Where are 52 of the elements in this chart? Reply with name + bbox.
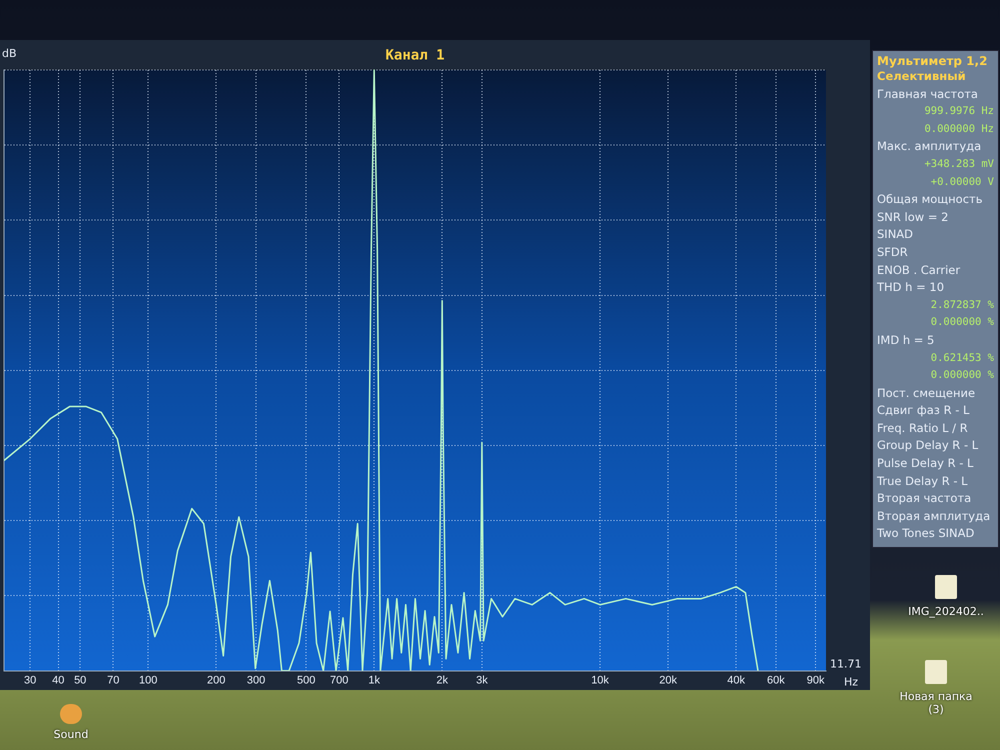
text: Freq. Ratio L / R xyxy=(877,420,969,437)
x-tick-label: 10k xyxy=(591,674,610,686)
text: 11.71 xyxy=(830,658,862,671)
x-tick-label: 70 xyxy=(107,674,120,686)
text: IMG_202402.. xyxy=(907,605,985,618)
text: 0.000000 % xyxy=(930,368,994,384)
x-tick-label: 40 xyxy=(52,674,64,686)
x-tick-label: 20k xyxy=(659,674,678,686)
text: Вторая амплитуда xyxy=(877,508,992,525)
text: SINAD xyxy=(877,226,914,244)
text: Two Tones SINAD xyxy=(877,525,976,542)
text: +348.283 mV xyxy=(923,156,994,172)
text: Пост. смещение xyxy=(877,384,976,402)
x-tick-label: 700 xyxy=(330,674,348,686)
text: Вторая частота xyxy=(877,490,972,508)
text: 2.872837 % xyxy=(930,298,994,313)
text: Pulse Delay R - L xyxy=(877,455,974,472)
text: 0.621453 % xyxy=(930,350,994,366)
x-tick-label: 3k xyxy=(476,674,488,686)
text: Макс. амплитуда xyxy=(877,138,982,156)
x-axis-title: Hz xyxy=(844,676,858,689)
text: Group Delay R - L xyxy=(877,437,980,454)
x-tick-label: 2k xyxy=(436,674,448,686)
text: +0.00000 V xyxy=(930,174,994,190)
x-tick-label: 300 xyxy=(246,674,266,686)
x-tick-label: 500 xyxy=(296,674,316,686)
text: 0.000000 Hz xyxy=(923,122,994,137)
text: Главная частота xyxy=(877,86,979,103)
text: THD h = 10 xyxy=(877,279,946,296)
x-tick-label: 30 xyxy=(24,674,36,686)
text: Сдвиг фаз R - L xyxy=(877,402,970,420)
text: Новая папка (3) xyxy=(898,690,974,716)
x-tick-label: 1k xyxy=(368,674,380,686)
x-tick-label: 40k xyxy=(727,674,746,686)
text: 0.000000 % xyxy=(930,315,994,330)
x-tick-label: 60k xyxy=(767,674,786,686)
text: True Delay R - L xyxy=(877,472,969,490)
text: 999.9976 Hz xyxy=(923,104,994,120)
text: ENOB . Carrier xyxy=(877,262,962,279)
text: Селективный xyxy=(877,68,967,85)
chart-title: Канал 1 xyxy=(385,48,445,64)
x-tick-label: 200 xyxy=(207,674,226,686)
text: IMD h = 5 xyxy=(877,332,936,349)
text: Мультиметр 1,2 xyxy=(877,54,988,68)
y-axis-title: dB xyxy=(2,46,17,60)
x-tick-label: 100 xyxy=(139,674,158,686)
x-tick-label: 50 xyxy=(74,674,86,686)
text: Sound xyxy=(52,728,90,741)
text: Общая мощность xyxy=(877,191,984,208)
x-tick-label: 90k xyxy=(806,674,826,686)
text: SFDR xyxy=(877,244,909,261)
text: SNR low = 2 xyxy=(877,208,950,226)
